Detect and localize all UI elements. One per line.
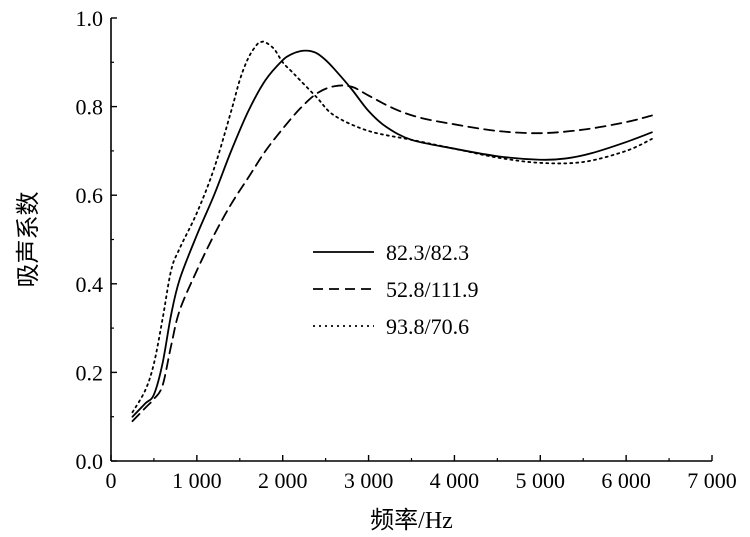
x-axis-title: 频率/Hz [370, 507, 453, 534]
x-tick-label: 7 000 [687, 468, 737, 493]
y-tick-label: 1.0 [76, 6, 104, 31]
series-layer [131, 40, 653, 423]
series-line-2 [131, 84, 653, 423]
x-tick-label: 2 000 [258, 468, 308, 493]
x-tick-label: 6 000 [601, 468, 651, 493]
y-tick-label: 0.2 [76, 360, 104, 385]
legend: 82.3/82.3 52.8/111.9 93.8/70.6 [313, 240, 478, 339]
x-tick-label: 3 000 [344, 468, 394, 493]
x-tick-label: 1 000 [172, 468, 222, 493]
y-tick-label: 0.0 [76, 449, 104, 474]
series-line-3 [131, 40, 653, 414]
axes: 0 1 000 2 000 3 000 4 000 5 000 6 000 7 000 0.0 0… [76, 6, 737, 493]
y-tick-label: 0.6 [76, 183, 104, 208]
x-tick-label: 5 000 [516, 468, 566, 493]
y-axis-title: 吸声系数 [15, 192, 42, 288]
legend-label-2: 52.8/111.9 [386, 277, 478, 302]
legend-label-1: 82.3/82.3 [386, 240, 469, 265]
series-line-1 [131, 49, 653, 418]
y-tick-label: 0.4 [76, 272, 104, 297]
x-tick-label: 4 000 [430, 468, 480, 493]
legend-label-3: 93.8/70.6 [386, 314, 469, 339]
y-tick-label: 0.8 [76, 95, 104, 120]
x-tick-label: 0 [106, 468, 117, 493]
